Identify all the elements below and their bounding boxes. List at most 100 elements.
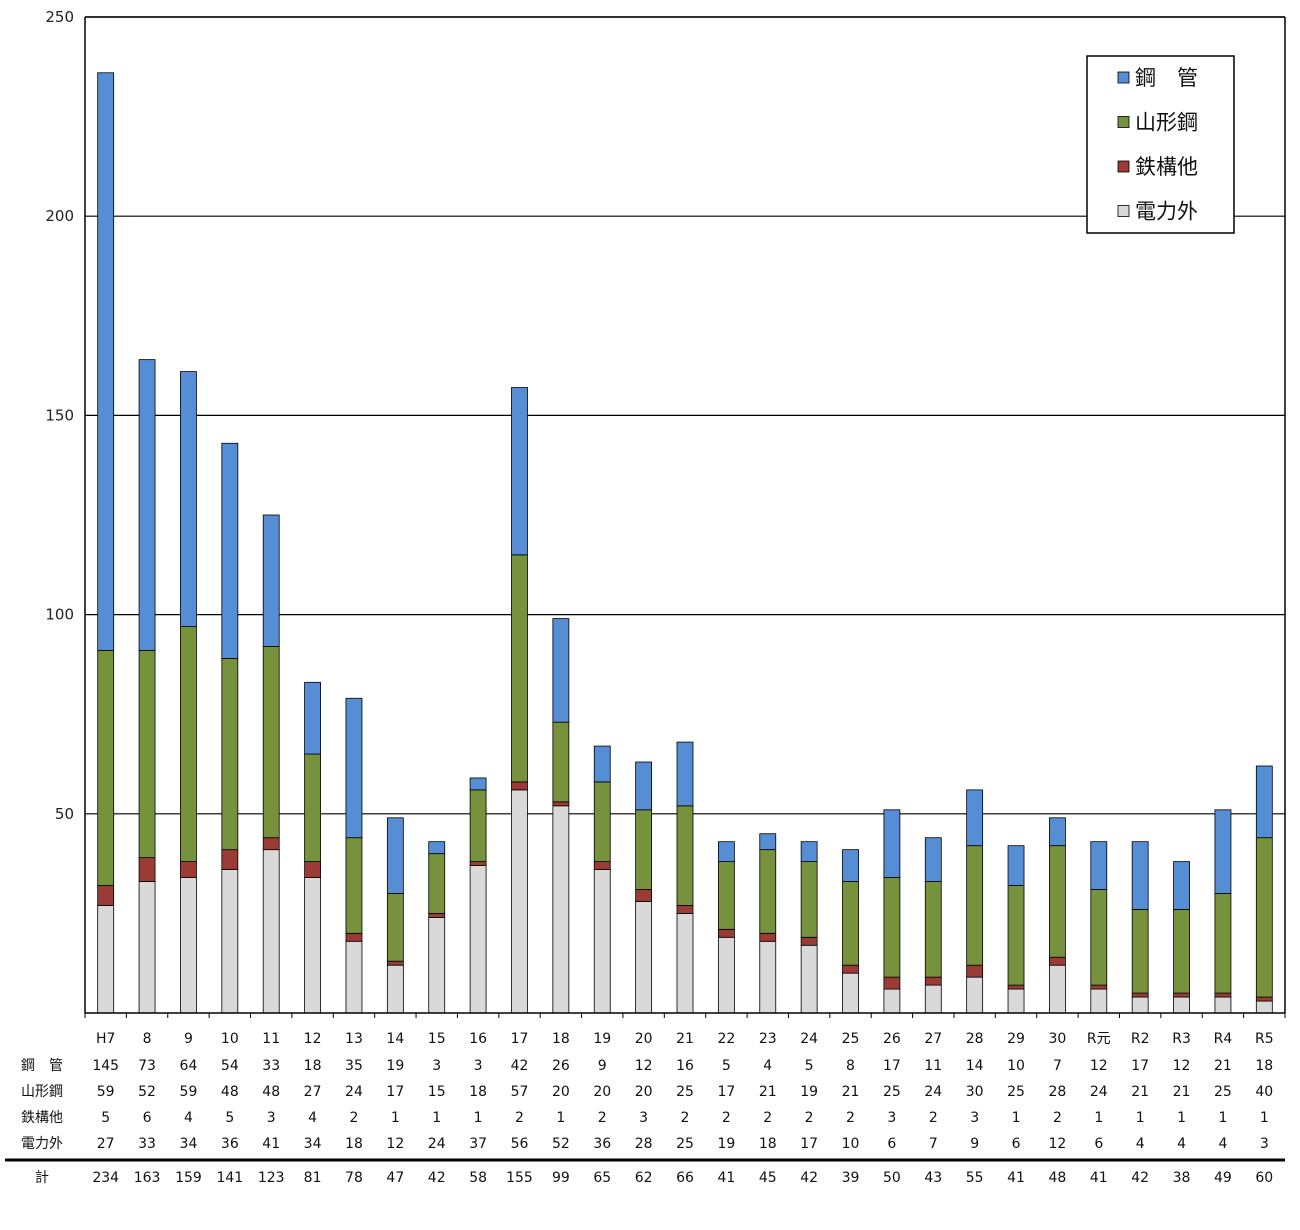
category-label: 24 — [800, 1031, 818, 1047]
bar-segment — [345, 940, 363, 1014]
table-cell: 73 — [138, 1058, 156, 1074]
table-cell: 15 — [428, 1084, 446, 1100]
legend-swatch — [1117, 160, 1130, 173]
bar-segment — [593, 861, 611, 870]
bar-segment — [386, 964, 404, 1014]
table-row-header: 鋼 管 — [21, 1058, 63, 1074]
category-label: R4 — [1214, 1031, 1233, 1047]
table-cell: 2 — [929, 1110, 938, 1126]
table-cell: 17 — [1131, 1058, 1149, 1074]
table-cell: 3 — [887, 1110, 896, 1126]
table-cell: 1 — [432, 1110, 441, 1126]
category-label: 9 — [184, 1031, 193, 1047]
table-cell: 25 — [1214, 1084, 1232, 1100]
bar-segment — [966, 845, 984, 966]
table-cell: 19 — [800, 1084, 818, 1100]
bar-segment — [966, 976, 984, 1014]
bar-segment — [1255, 765, 1273, 839]
bar-segment — [842, 881, 859, 966]
bar-segment — [138, 881, 156, 1014]
bar-segment — [966, 789, 984, 847]
bar-segment — [924, 881, 942, 978]
total-cell: 45 — [759, 1170, 777, 1186]
bar-segment — [1007, 845, 1025, 886]
total-cell: 41 — [717, 1170, 735, 1186]
bar-segment — [966, 964, 984, 978]
bar-segment — [262, 849, 280, 1014]
total-cell: 48 — [1048, 1170, 1066, 1186]
table-cell: 17 — [717, 1084, 735, 1100]
bar-segment — [511, 781, 528, 791]
bar-segment — [345, 837, 363, 934]
category-label: 10 — [221, 1031, 239, 1047]
bar-segment — [1131, 992, 1149, 998]
table-cell: 18 — [1255, 1058, 1273, 1074]
table-cell: 4 — [308, 1110, 317, 1126]
bar-segment — [552, 805, 570, 1014]
table-cell: 28 — [635, 1136, 653, 1152]
bar-segment — [97, 650, 115, 886]
table-cell: 34 — [180, 1136, 198, 1152]
bar-segment — [552, 721, 570, 803]
bar-segment — [800, 841, 818, 863]
bar-segment — [221, 658, 239, 851]
bar-segment — [676, 905, 694, 914]
table-cell: 3 — [474, 1058, 483, 1074]
legend-label: 鋼 管 — [1135, 66, 1198, 90]
table-cell: 1 — [391, 1110, 400, 1126]
bar-segment — [221, 442, 239, 659]
table-row-header: 電力外 — [21, 1136, 63, 1152]
category-label: 30 — [1048, 1031, 1066, 1047]
total-cell: 43 — [924, 1170, 942, 1186]
bar-segment — [1173, 996, 1190, 1014]
table-cell: 4 — [1136, 1136, 1145, 1152]
bars — [97, 72, 1273, 1014]
total-cell: 99 — [552, 1170, 570, 1186]
table-cell: 9 — [598, 1058, 607, 1074]
bar-segment — [469, 865, 487, 1014]
bar-segment — [180, 877, 197, 1014]
bar-segment — [180, 861, 197, 878]
bar-segment — [800, 861, 818, 938]
table-cell: 34 — [304, 1136, 322, 1152]
table-cell: 36 — [593, 1136, 611, 1152]
table-cell: 41 — [262, 1136, 280, 1152]
bar-segment — [1090, 841, 1108, 890]
table-cell: 10 — [842, 1136, 860, 1152]
bar-segment — [345, 932, 363, 942]
table-cell: 20 — [593, 1084, 611, 1100]
category-label: 25 — [842, 1031, 860, 1047]
bar-segment — [180, 626, 197, 863]
category-label: 16 — [469, 1031, 487, 1047]
bar-segment — [1214, 996, 1232, 1014]
bar-segment — [717, 841, 735, 863]
table-cell: 20 — [552, 1084, 570, 1100]
bar-segment — [138, 359, 156, 651]
table-cell: 145 — [92, 1058, 119, 1074]
table-row-header: 山形鋼 — [21, 1084, 63, 1100]
table-cell: 18 — [759, 1136, 777, 1152]
bar-segment — [428, 913, 446, 918]
bar-segment — [469, 789, 487, 863]
table-cell: 40 — [1255, 1084, 1273, 1100]
category-label: 11 — [262, 1031, 280, 1047]
legend-swatch — [1117, 116, 1130, 128]
legend-label: 山形鋼 — [1135, 111, 1198, 135]
table-cell: 33 — [262, 1058, 280, 1074]
category-label: 8 — [143, 1031, 152, 1047]
bar-segment — [717, 861, 735, 930]
table-cell: 27 — [97, 1136, 115, 1152]
y-tick-label: 100 — [45, 606, 74, 624]
table-cell: 1 — [1012, 1110, 1021, 1126]
table-cell: 8 — [846, 1058, 855, 1074]
bar-segment — [1131, 841, 1149, 910]
table-cell: 19 — [386, 1058, 404, 1074]
table-cell: 59 — [97, 1084, 115, 1100]
bar-segment — [800, 936, 818, 946]
bar-segment — [759, 833, 777, 851]
bar-segment — [1214, 992, 1232, 998]
bar-segment — [717, 928, 735, 938]
bar-segment — [262, 837, 280, 851]
total-cell: 39 — [842, 1170, 860, 1186]
